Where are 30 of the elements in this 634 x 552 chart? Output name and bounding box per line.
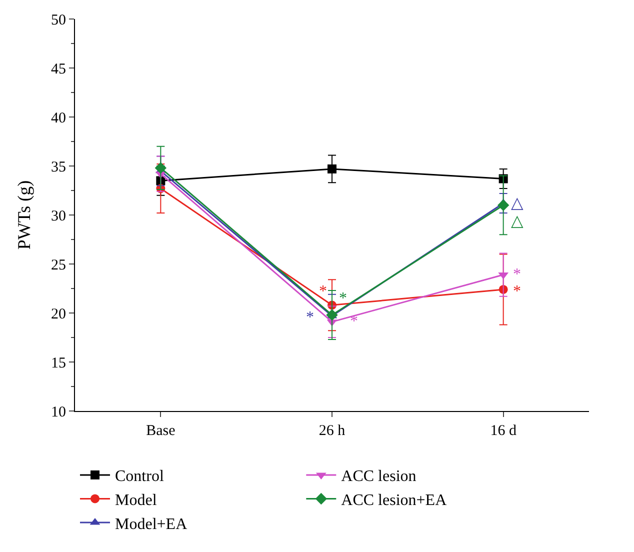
point — [497, 199, 510, 212]
y-tick-label: 35 — [51, 159, 66, 176]
x-tick-label: 16 d — [490, 423, 517, 439]
y-tick-label: 25 — [51, 257, 66, 274]
legend-label: Control — [115, 468, 164, 486]
point — [154, 162, 167, 174]
y-axis-title: PWTs (g) — [14, 180, 34, 250]
legend-label: Model — [115, 492, 158, 509]
data-label: * — [306, 309, 314, 326]
y-tick-label: 15 — [51, 355, 66, 372]
point — [326, 309, 338, 321]
point — [328, 164, 336, 174]
x-tick-label: Base — [146, 423, 176, 439]
x-tick-label: 26 h — [318, 423, 346, 439]
legend-label: ACC lesion — [341, 468, 416, 486]
data-label: * — [350, 313, 358, 330]
data-label: * — [513, 266, 521, 283]
data-label: * — [319, 283, 327, 300]
y-tick-label: 45 — [51, 61, 66, 78]
data-label: △ — [511, 213, 524, 230]
data-label: * — [339, 290, 347, 307]
y-tick-label: 40 — [51, 110, 66, 126]
y-tick-label: 50 — [51, 12, 66, 28]
y-tick-label: 10 — [51, 404, 66, 420]
legend-label: Model+EA — [115, 516, 188, 533]
legend-label: ACC lesion+EA — [341, 492, 448, 509]
y-tick-label: 30 — [51, 208, 66, 224]
y-tick-label: 20 — [51, 306, 66, 322]
data-label: △ — [511, 195, 524, 212]
data-label: * — [513, 283, 521, 300]
